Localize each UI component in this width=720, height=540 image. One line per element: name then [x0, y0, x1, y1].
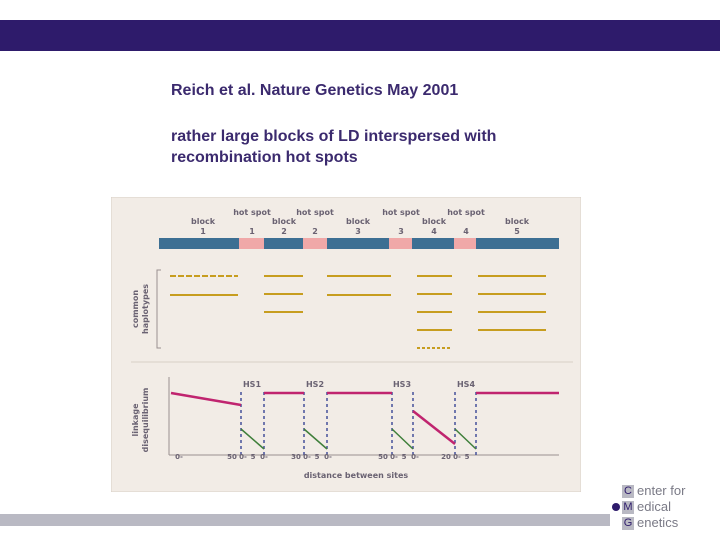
distance-tick: 30 — [291, 453, 301, 461]
footer-bar — [0, 514, 610, 526]
logo-initial-c: C — [622, 484, 634, 498]
logo-line: G enetics — [622, 515, 718, 531]
distance-tick: 5 — [402, 453, 407, 461]
segment-number-block-4: 4 — [431, 227, 437, 236]
segment-label-block-2: block — [272, 217, 297, 226]
distance-tick: 0- — [453, 453, 461, 461]
hotspot-region-2 — [303, 238, 327, 249]
segment-label-block-4: block — [422, 217, 447, 226]
ld-decay-curve — [391, 428, 414, 450]
segment-label-block-1: block — [191, 217, 216, 226]
distance-tick: 0- — [239, 453, 247, 461]
ld-axis-label-line2: disequilibrium — [141, 388, 150, 453]
segment-number-block-5: 5 — [514, 227, 520, 236]
chromosome-bar — [159, 238, 559, 249]
segment-label-hotspot-4: hot spot — [447, 208, 485, 217]
segment-label-block-5: block — [505, 217, 530, 226]
slide-title: Reich et al. Nature Genetics May 2001 — [171, 82, 459, 99]
hotspot-region-4 — [454, 238, 476, 249]
distance-tick: 5 — [251, 453, 256, 461]
distance-tick: 50 — [227, 453, 237, 461]
haplotype-axis-label-line1: common — [131, 290, 140, 328]
ld-decay-curve — [240, 428, 265, 450]
subtitle-line: recombination hot spots — [171, 149, 358, 166]
segment-label-hotspot-2: hot spot — [296, 208, 334, 217]
distance-tick: 0- — [175, 453, 183, 461]
distance-tick: 5 — [465, 453, 470, 461]
segment-label-hotspot-3: hot spot — [382, 208, 420, 217]
logo-text: edical — [637, 499, 671, 514]
distance-tick: 50 — [378, 453, 388, 461]
segment-number-hotspot-4: 4 — [463, 227, 469, 236]
segment-label-block-3: block — [346, 217, 371, 226]
distance-tick: 0- — [324, 453, 332, 461]
distance-tick: 5 — [315, 453, 320, 461]
subtitle-line: rather large blocks of LD interspersed w… — [171, 128, 497, 145]
ld-block-diagram: block 1 hot spot 1 block 2 hot spot 2 bl… — [110, 196, 582, 493]
distance-tick: 0- — [411, 453, 419, 461]
distance-tick: 20 — [441, 453, 451, 461]
center-for-medical-genetics-logo: C enter for M edical G enetics — [612, 483, 718, 531]
ld-high-curves — [170, 391, 559, 445]
segment-number-block-1: 1 — [200, 227, 206, 236]
logo-text: enter for — [637, 483, 686, 498]
segment-number-hotspot-1: 1 — [249, 227, 255, 236]
hotspot-marker-hs1: HS1 — [243, 380, 261, 389]
distance-tick: 0- — [303, 453, 311, 461]
logo-text: enetics — [637, 515, 679, 530]
logo-dot-icon — [612, 503, 620, 511]
ld-decay-curve — [454, 428, 477, 450]
segment-number-block-3: 3 — [355, 227, 361, 236]
logo-line: C enter for — [622, 483, 718, 499]
hotspot-region-3 — [389, 238, 412, 249]
segment-number-hotspot-2: 2 — [312, 227, 318, 236]
logo-initial-g: G — [622, 516, 634, 530]
ld-decay-curve — [303, 428, 328, 450]
slide-subtitle: rather large blocks of LD interspersed w… — [171, 126, 496, 168]
logo-initial-m: M — [622, 500, 634, 514]
hotspot-marker-hs3: HS3 — [393, 380, 411, 389]
logo-line: M edical — [612, 499, 718, 515]
ld-axis-label-line1: linkage — [131, 403, 140, 437]
title-bar — [0, 20, 720, 51]
ld-low-curves — [240, 428, 477, 450]
hotspot-region-1 — [239, 238, 264, 249]
hotspot-marker-hs4: HS4 — [457, 380, 475, 389]
haplotype-bracket — [156, 269, 161, 349]
distance-tick: 0- — [390, 453, 398, 461]
ld-curve — [412, 410, 456, 445]
segment-number-hotspot-3: 3 — [398, 227, 404, 236]
ld-curve — [170, 391, 242, 407]
haplotype-lines — [170, 275, 546, 349]
segment-number-block-2: 2 — [281, 227, 287, 236]
hotspot-dashes — [240, 392, 477, 455]
hotspot-marker-hs2: HS2 — [306, 380, 324, 389]
distance-tick: 0- — [260, 453, 268, 461]
haplotype-axis-label-line2: haplotypes — [141, 284, 150, 334]
ld-block-figure: block 1 hot spot 1 block 2 hot spot 2 bl… — [110, 196, 582, 493]
segment-label-hotspot-1: hot spot — [233, 208, 271, 217]
x-axis-title: distance between sites — [304, 471, 409, 480]
